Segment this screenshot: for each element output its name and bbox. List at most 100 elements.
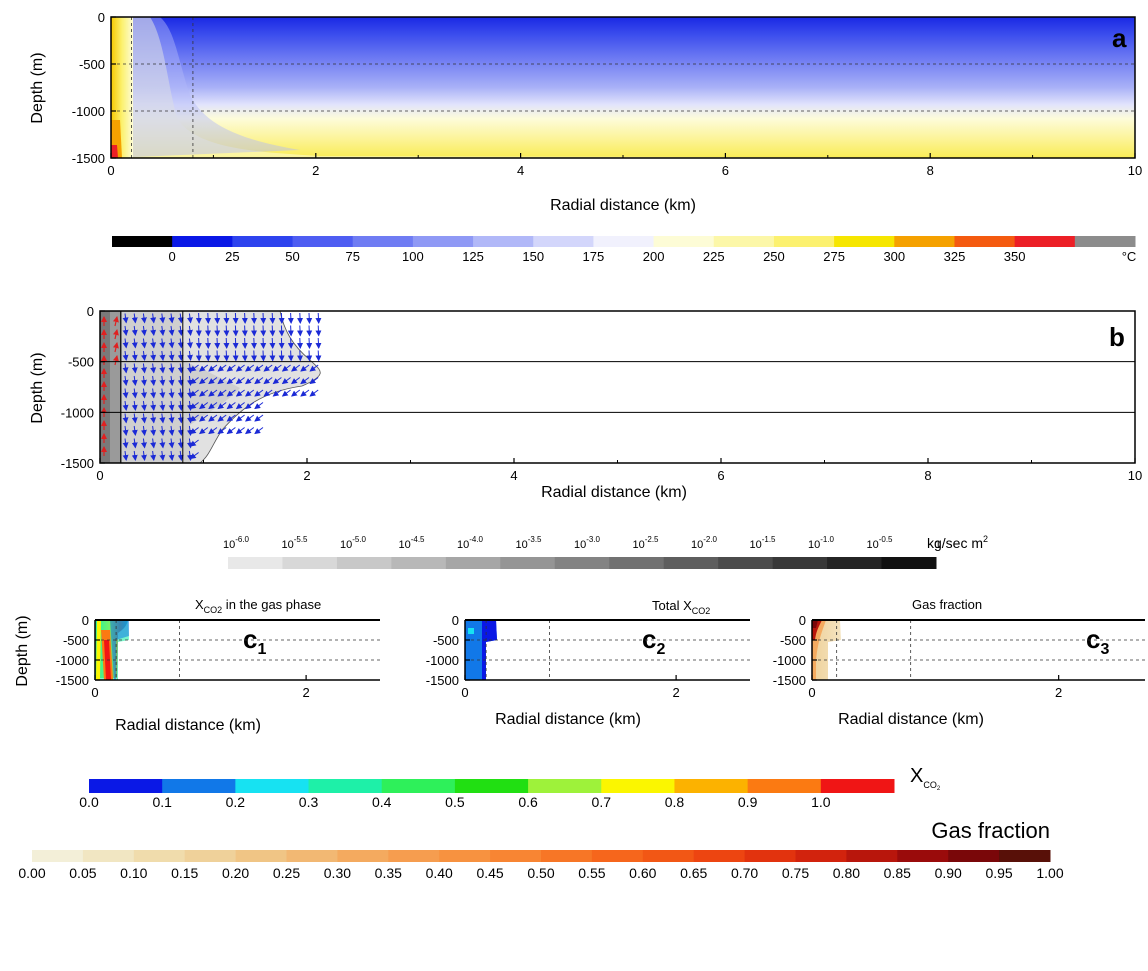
mass-flux-colorbar-swatch-1 [282, 557, 338, 569]
flow-arrow-66 [168, 388, 175, 399]
xco2-colorbar-swatch-8 [674, 779, 749, 793]
flow-arrow-148 [241, 312, 248, 324]
flow-arrow-21 [131, 425, 138, 436]
flow-arrow-29 [140, 375, 147, 386]
xco2-colorbar-tick-4: 0.4 [372, 794, 392, 810]
flow-arrow-200 [297, 325, 304, 337]
mass-flux-colorbar-swatch-4 [445, 557, 501, 569]
flow-arrow-125 [208, 402, 218, 410]
mass-flux-colorbar-tick-2: 10-5.0 [340, 535, 367, 551]
mass-flux-colorbar-tick-0: 10-6.0 [223, 535, 250, 551]
mass-flux-colorbar-swatch-9 [718, 557, 774, 569]
panel-a-y-tick-label-1: -500 [79, 57, 105, 72]
flow-arrow-104 [189, 414, 199, 422]
flow-arrow-13 [131, 325, 138, 336]
flow-arrow-100 [189, 364, 199, 372]
gas-fraction-colorbar-swatch-15 [795, 850, 847, 862]
upflow-arrow-b-9 [112, 329, 119, 340]
flow-arrow-14 [131, 338, 138, 349]
panel-c3-x-tick-label-0: 0 [808, 685, 815, 700]
flow-arrow-5 [122, 375, 129, 386]
temperature-colorbar-swatch-15 [1014, 236, 1076, 247]
mass-flux-colorbar-swatch-10 [772, 557, 828, 569]
flow-arrow-133 [217, 377, 227, 385]
temperature-colorbar-tick-13: 325 [944, 249, 966, 264]
gas-fraction-colorbar-tick-20: 1.00 [1036, 865, 1063, 881]
flow-arrow-68 [168, 413, 175, 424]
flow-arrow-172 [254, 364, 264, 372]
flow-arrow-137 [217, 427, 227, 435]
mass-flux-colorbar-swatch-6 [554, 557, 610, 569]
flow-arrow-9 [122, 425, 129, 436]
flow-arrow-37 [150, 325, 157, 336]
flow-arrow-83 [177, 450, 184, 461]
flow-arrow-187 [278, 337, 285, 349]
flow-arrow-212 [300, 389, 310, 397]
flow-arrow-136 [217, 414, 227, 422]
flow-arrow-149 [241, 325, 248, 337]
mass-flux-colorbar-swatch-11 [827, 557, 883, 569]
panel-b: b Radial distance (km) Depth (m) [29, 310, 1125, 501]
flow-arrow-61 [168, 325, 175, 336]
gas-fraction-colorbar-swatch-8 [439, 850, 491, 862]
upflow-arrow-b-10 [112, 316, 119, 327]
flow-arrow-99 [195, 350, 202, 362]
flow-arrow-174 [254, 389, 264, 397]
xco2-colorbar-tick-9: 0.9 [738, 794, 758, 810]
mass-flux-colorbar-swatch-5 [500, 557, 556, 569]
flow-arrow-119 [214, 325, 221, 337]
panel-b-x-tick-label-4: 8 [924, 468, 931, 483]
flow-arrow-185 [278, 312, 285, 324]
flow-arrow-3 [122, 350, 129, 361]
flow-arrow-69 [168, 425, 175, 436]
flow-arrow-150 [241, 337, 248, 349]
flow-arrow-25 [140, 325, 147, 336]
flow-arrow-42 [150, 388, 157, 399]
flow-arrow-57 [159, 425, 166, 436]
mass-flux-colorbar-swatch-8 [663, 557, 719, 569]
gas-fraction-colorbar-tick-11: 0.55 [578, 865, 605, 881]
temperature-colorbar-swatch-5 [412, 236, 474, 247]
temperature-colorbar-unit: °C [1122, 249, 1137, 264]
flow-arrow-84 [186, 313, 193, 324]
xco2-colorbar-label: XCO2 [910, 765, 941, 792]
flow-arrow-103 [189, 402, 199, 410]
mass-flux-colorbar-tick-9: 10-1.5 [749, 535, 776, 551]
flow-arrow-135 [217, 402, 227, 410]
flow-arrow-55 [159, 400, 166, 411]
gas-fraction-colorbar-swatch-4 [235, 850, 287, 862]
flow-arrow-180 [269, 337, 276, 349]
gas-fraction-colorbar-tick-19: 0.95 [985, 865, 1012, 881]
temperature-colorbar-swatch-12 [834, 236, 895, 247]
gas-fraction-colorbar-swatch-19 [999, 850, 1051, 862]
temperature-colorbar-tick-3: 75 [345, 249, 359, 264]
mass-flux-colorbar-tick-12: 1 [935, 539, 941, 551]
panel-c3-y-tick-label-3: -1500 [773, 673, 806, 688]
panel-a-y-tick-label-3: -1500 [72, 151, 105, 166]
xco2-colorbar-swatch-9 [747, 779, 822, 793]
flow-arrow-171 [260, 350, 267, 362]
xco2-colorbar-swatch-2 [235, 779, 310, 793]
panel-a-x-tick-label-4: 8 [927, 163, 934, 178]
temperature-colorbar-tick-9: 225 [703, 249, 725, 264]
flow-arrow-53 [159, 375, 166, 386]
mass-flux-colorbar-swatch-2 [336, 557, 392, 569]
flow-arrow-24 [140, 313, 147, 324]
temperature-colorbar-swatch-6 [473, 236, 534, 247]
flow-arrow-189 [272, 364, 282, 372]
flow-arrow-12 [131, 313, 138, 324]
mass-flux-colorbar-unit: kg/sec m2 [927, 534, 988, 551]
flow-arrow-80 [177, 413, 184, 424]
gas-fraction-colorbar-tick-9: 0.45 [476, 865, 503, 881]
flow-arrow-151 [241, 350, 248, 362]
flow-arrow-199 [297, 312, 304, 324]
temperature-colorbar-swatch-1 [172, 236, 233, 247]
flow-arrow-108 [205, 312, 212, 324]
flow-arrow-60 [168, 313, 175, 324]
gas-fraction-colorbar: Gas fraction 0.00 0.05 0.10 0.15 0.20 0.25 0.3… [18, 818, 1063, 881]
temperature-colorbar-tick-11: 275 [823, 249, 845, 264]
flow-arrow-214 [315, 325, 322, 337]
flow-arrow-98 [195, 337, 202, 349]
flow-arrow-204 [290, 377, 301, 385]
